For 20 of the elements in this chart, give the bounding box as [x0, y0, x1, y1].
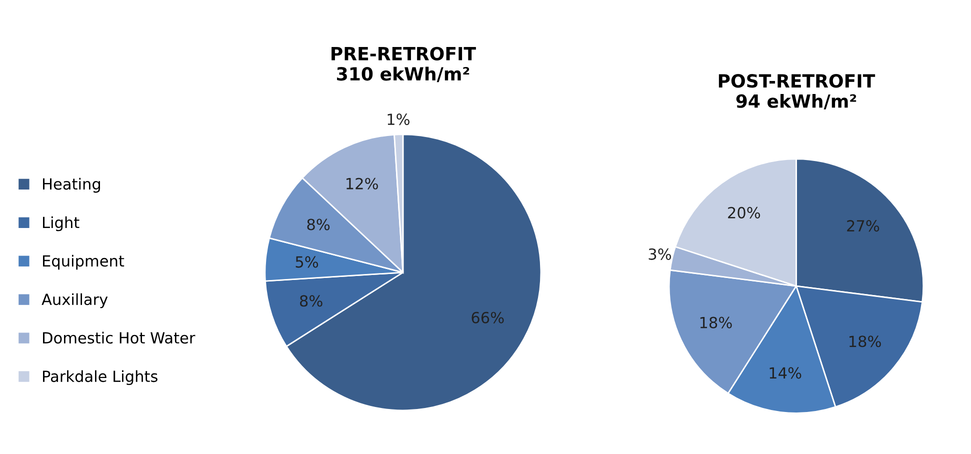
legend-label: Auxillary: [42, 293, 108, 308]
data-label: 18%: [700, 316, 732, 328]
data-label: 20%: [728, 206, 760, 218]
data-label: 14%: [770, 367, 802, 379]
chart-title: PRE-RETROFIT 310 ekWh/m²: [332, 46, 476, 82]
data-label: 1%: [388, 114, 410, 126]
data-label: 18%: [849, 336, 881, 348]
legend-label: Domestic Hot Water: [43, 332, 196, 344]
data-label: 8%: [307, 218, 330, 230]
legend-label: Equipment: [43, 254, 124, 270]
legend-label: Light: [43, 216, 80, 232]
legend-label: Parkdale Lights: [43, 370, 158, 386]
chart-title: POST-RETROFIT 94 ekWh/m²: [718, 74, 876, 110]
data-label: 8%: [300, 295, 322, 307]
legend-label: Heating: [43, 178, 100, 193]
data-label: 66%: [472, 312, 504, 324]
data-label: 27%: [847, 220, 880, 232]
data-label: 3%: [648, 248, 672, 260]
data-label: 12%: [346, 178, 378, 190]
data-label: 5%: [296, 256, 318, 268]
